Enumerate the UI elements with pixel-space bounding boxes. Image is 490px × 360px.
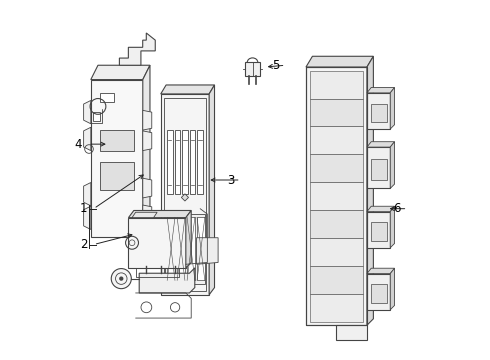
Polygon shape <box>306 56 373 67</box>
Polygon shape <box>128 211 191 218</box>
Bar <box>310 71 363 99</box>
Polygon shape <box>190 130 195 194</box>
Polygon shape <box>143 178 152 198</box>
Polygon shape <box>187 217 195 280</box>
Polygon shape <box>367 87 394 93</box>
Text: 1: 1 <box>80 202 87 215</box>
Polygon shape <box>306 67 367 325</box>
Polygon shape <box>91 65 150 80</box>
Polygon shape <box>143 205 152 225</box>
Polygon shape <box>84 183 91 206</box>
Circle shape <box>119 276 123 281</box>
Polygon shape <box>367 212 390 248</box>
Polygon shape <box>181 194 189 201</box>
Polygon shape <box>367 268 394 274</box>
Bar <box>310 210 363 238</box>
Polygon shape <box>367 147 390 188</box>
Bar <box>310 154 363 182</box>
Text: 3: 3 <box>227 174 234 186</box>
Polygon shape <box>161 85 215 94</box>
Bar <box>310 294 363 321</box>
Polygon shape <box>197 217 205 280</box>
Polygon shape <box>367 274 390 310</box>
Bar <box>370 284 387 302</box>
Polygon shape <box>245 62 260 76</box>
Polygon shape <box>84 206 91 229</box>
Polygon shape <box>167 130 172 194</box>
Polygon shape <box>132 212 157 218</box>
Bar <box>164 98 205 291</box>
Bar <box>100 162 134 190</box>
Polygon shape <box>91 80 143 237</box>
Polygon shape <box>367 142 394 147</box>
Text: 5: 5 <box>271 59 279 72</box>
Polygon shape <box>128 218 186 268</box>
Polygon shape <box>139 268 195 293</box>
Text: 2: 2 <box>80 238 87 251</box>
Polygon shape <box>209 85 215 295</box>
Polygon shape <box>120 33 155 65</box>
Polygon shape <box>167 217 175 280</box>
Polygon shape <box>186 211 191 268</box>
Polygon shape <box>197 130 203 194</box>
Bar <box>370 222 387 240</box>
Polygon shape <box>143 111 152 130</box>
Polygon shape <box>337 325 367 339</box>
Bar <box>370 159 387 180</box>
Polygon shape <box>390 206 394 248</box>
Bar <box>310 99 363 126</box>
Polygon shape <box>84 127 91 150</box>
Polygon shape <box>177 217 185 280</box>
Polygon shape <box>390 142 394 188</box>
Polygon shape <box>390 268 394 310</box>
Polygon shape <box>182 130 188 194</box>
Bar <box>310 266 363 294</box>
Polygon shape <box>143 131 152 150</box>
Bar <box>310 126 363 154</box>
Polygon shape <box>367 93 390 129</box>
Text: 6: 6 <box>393 202 401 215</box>
Polygon shape <box>175 130 180 194</box>
Bar <box>100 93 114 102</box>
Bar <box>310 182 363 210</box>
Polygon shape <box>161 94 209 295</box>
Polygon shape <box>143 65 150 237</box>
Bar <box>370 104 387 122</box>
Polygon shape <box>390 87 394 129</box>
Polygon shape <box>196 238 218 264</box>
Polygon shape <box>367 56 373 325</box>
Circle shape <box>111 269 131 289</box>
Polygon shape <box>367 206 394 212</box>
Polygon shape <box>84 100 91 124</box>
Bar <box>310 238 363 266</box>
Bar <box>93 112 100 121</box>
Bar <box>165 214 205 284</box>
Text: 4: 4 <box>74 138 82 150</box>
Bar <box>100 130 134 150</box>
